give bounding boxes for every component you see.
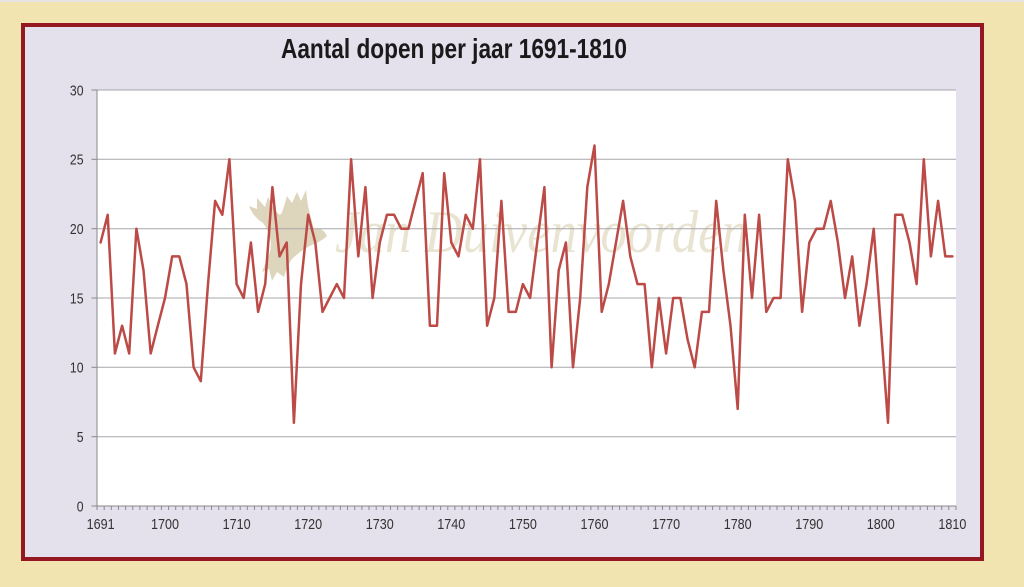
svg-text:1710: 1710 xyxy=(223,516,251,533)
svg-text:20: 20 xyxy=(70,221,84,238)
svg-text:1691: 1691 xyxy=(87,516,115,533)
svg-text:15: 15 xyxy=(70,290,84,307)
svg-text:30: 30 xyxy=(70,82,84,99)
svg-text:0: 0 xyxy=(77,498,84,515)
svg-text:1740: 1740 xyxy=(437,516,465,533)
svg-text:1700: 1700 xyxy=(151,516,179,533)
svg-text:1720: 1720 xyxy=(294,516,322,533)
svg-text:10: 10 xyxy=(70,360,84,377)
svg-text:1810: 1810 xyxy=(938,516,966,533)
svg-text:1760: 1760 xyxy=(581,516,609,533)
svg-text:1800: 1800 xyxy=(867,516,895,533)
svg-text:1730: 1730 xyxy=(366,516,394,533)
svg-text:25: 25 xyxy=(70,152,84,169)
svg-text:1780: 1780 xyxy=(724,516,752,533)
svg-text:Aantal dopen per jaar 1691-181: Aantal dopen per jaar 1691-1810 xyxy=(281,33,627,64)
svg-text:5: 5 xyxy=(77,429,84,446)
svg-text:1770: 1770 xyxy=(652,516,680,533)
svg-text:1790: 1790 xyxy=(795,516,823,533)
svg-text:1750: 1750 xyxy=(509,516,537,533)
